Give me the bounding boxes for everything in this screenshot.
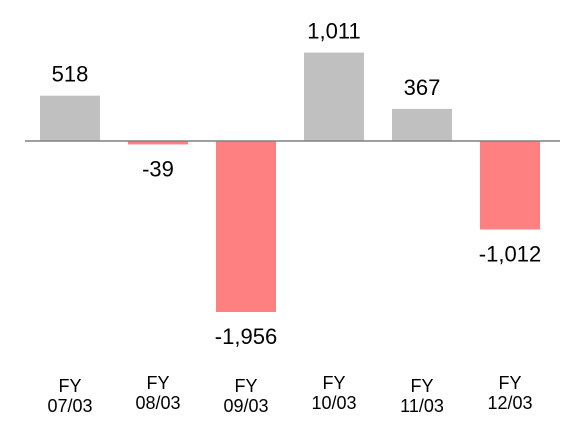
tick-label-4: FY 11/03	[400, 376, 444, 416]
bar-0	[40, 95, 100, 141]
bar-5	[480, 141, 540, 230]
bar-4	[392, 108, 452, 141]
tick-label-2: FY 09/03	[223, 376, 268, 416]
bar-3	[304, 52, 364, 141]
data-label-4: 367	[404, 75, 441, 100]
tick-label-3: FY 10/03	[311, 373, 356, 413]
data-label-2: -1,956	[215, 324, 277, 349]
data-label-1: -39	[142, 156, 174, 181]
data-label-3: 1,011	[307, 19, 360, 44]
data-label-5: -1,012	[479, 241, 541, 266]
bar-1	[128, 141, 188, 145]
tick-label-1: FY 08/03	[135, 373, 180, 413]
tick-label-0: FY 07/03	[47, 376, 92, 416]
tick-label-5: FY 12/03	[487, 373, 532, 413]
bar-2	[216, 141, 276, 312]
data-label-0: 518	[52, 62, 89, 87]
